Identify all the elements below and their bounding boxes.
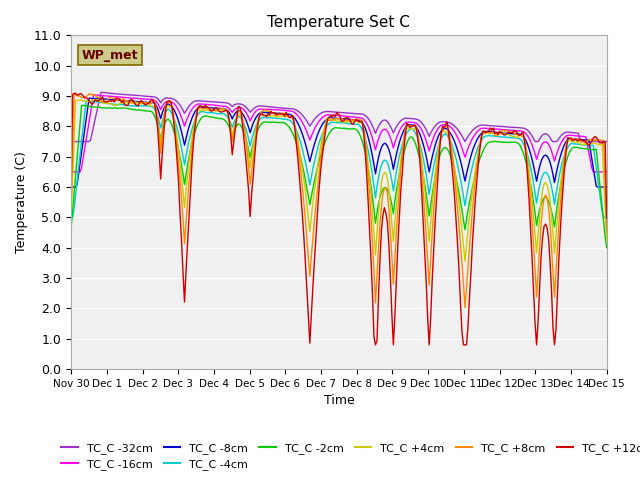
Text: WP_met: WP_met bbox=[82, 48, 138, 62]
Title: Temperature Set C: Temperature Set C bbox=[268, 15, 410, 30]
Legend: TC_C -32cm, TC_C -16cm, TC_C -8cm, TC_C -4cm, TC_C -2cm, TC_C +4cm, TC_C +8cm, T: TC_C -32cm, TC_C -16cm, TC_C -8cm, TC_C … bbox=[57, 438, 640, 474]
Y-axis label: Temperature (C): Temperature (C) bbox=[15, 151, 28, 253]
X-axis label: Time: Time bbox=[324, 395, 355, 408]
